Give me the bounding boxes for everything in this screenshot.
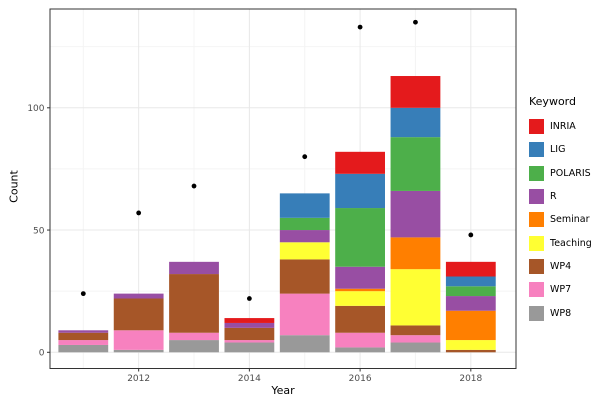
y-axis-title: Count [7,170,21,203]
legend-key-swatch [529,305,544,321]
bar-segment-wp7 [169,332,219,341]
legend-items: INRIA LIG POLARIS R Seminar Teaching WP4 WP7 WP8 [529,115,592,325]
data-point [191,183,197,189]
y-tick-label: 0 [39,349,45,359]
bar-segment-seminar [335,288,385,292]
bar-segment-wp4 [58,332,109,341]
legend-key-swatch [529,189,544,205]
legend-label: INRIA [550,121,576,133]
bar-segment-wp4 [224,327,275,341]
data-point [357,24,363,30]
bar-segment-wp7 [113,330,164,350]
bar-segment-wp7 [390,335,441,343]
bar-segment-wp4 [390,325,441,336]
x-tick-label: 2018 [459,374,482,384]
legend-item-inria: INRIA [529,115,592,138]
bar-segment-polaris [390,137,441,191]
legend-item-wp8: WP8 [529,301,592,324]
y-tick-label: 100 [27,104,44,114]
bar-segment-wp7 [58,340,109,345]
bar-segment-wp8 [279,335,330,353]
data-point [302,154,308,160]
bar-segment-inria [335,151,385,174]
legend-item-polaris: POLARIS [529,162,592,185]
bar-segment-teaching [279,242,330,260]
bar-segment-teaching [390,269,441,326]
legend-item-wp4: WP4 [529,255,592,278]
legend-item-teaching: Teaching [529,231,592,254]
legend-label: Teaching [550,237,592,249]
bar-segment-r [335,266,385,289]
legend: Keyword INRIA LIG POLARIS R Seminar Teaching W… [529,95,592,325]
legend-label: WP4 [550,260,572,272]
bar-segment-polaris [335,208,385,267]
bar-segment-r [224,322,275,328]
bar-segment-seminar [445,310,496,341]
bar-segment-wp4 [335,305,385,333]
legend-key-swatch [529,165,544,181]
bar-segment-inria [445,261,496,277]
bar-segment-seminar [390,237,441,270]
legend-key-swatch [529,142,544,158]
legend-item-seminar: Seminar [529,208,592,231]
bar-segment-inria [390,76,441,108]
x-tick-label: 2016 [349,374,372,384]
bar-segment-lig [390,107,441,138]
bar-segment-r [445,296,496,311]
legend-item-wp7: WP7 [529,278,592,301]
data-point [468,232,474,238]
legend-item-r: R [529,185,592,208]
bar-segment-r [279,230,330,243]
legend-key-swatch [529,235,544,251]
data-point [246,296,252,301]
bar-segment-r [390,190,441,238]
legend-label: R [550,191,557,203]
legend-label: WP8 [550,307,572,319]
legend-key-swatch [529,119,544,135]
legend-item-lig: LIG [529,138,592,161]
bar-segment-wp8 [169,340,219,353]
legend-key-swatch [529,258,544,274]
bar-segment-wp7 [335,332,385,348]
bar-segment-polaris [445,286,496,297]
bar-segment-r [169,261,219,275]
data-point [136,210,142,216]
bar-segment-wp7 [279,293,330,336]
data-point [80,291,86,297]
bar-segment-inria [224,318,275,323]
bar-segment-lig [335,173,385,209]
legend-title: Keyword [529,95,576,108]
panel-border [49,8,517,369]
y-tick-label: 50 [33,226,45,236]
bar-segment-wp4 [445,349,496,353]
bar-segment-teaching [445,340,496,350]
legend-key-swatch [529,212,544,228]
bar-segment-wp8 [390,342,441,353]
bar-segment-wp8 [113,349,164,353]
bar-segment-wp8 [335,347,385,353]
legend-label: LIG [550,144,566,156]
bar-segment-wp8 [224,342,275,353]
x-tick-label: 2014 [238,374,261,384]
legend-label: Seminar [550,214,590,226]
legend-key-swatch [529,282,544,298]
bar-segment-polaris [279,217,330,231]
bar-segment-wp4 [279,259,330,294]
data-point [413,19,418,25]
bar-segment-r [58,330,109,333]
bar-segment-wp4 [113,298,164,331]
bar-segment-lig [445,276,496,287]
bar-segment-lig [279,193,330,218]
bar-segment-wp8 [58,344,109,353]
bar-segment-r [113,293,164,299]
legend-label: WP7 [550,284,572,296]
x-axis-title: Year [271,384,295,397]
x-tick-label: 2012 [127,374,150,384]
bar-segment-teaching [335,291,385,306]
bar-segment-wp7 [224,340,275,343]
legend-label: POLARIS [550,167,591,179]
bar-segment-wp4 [169,274,219,333]
